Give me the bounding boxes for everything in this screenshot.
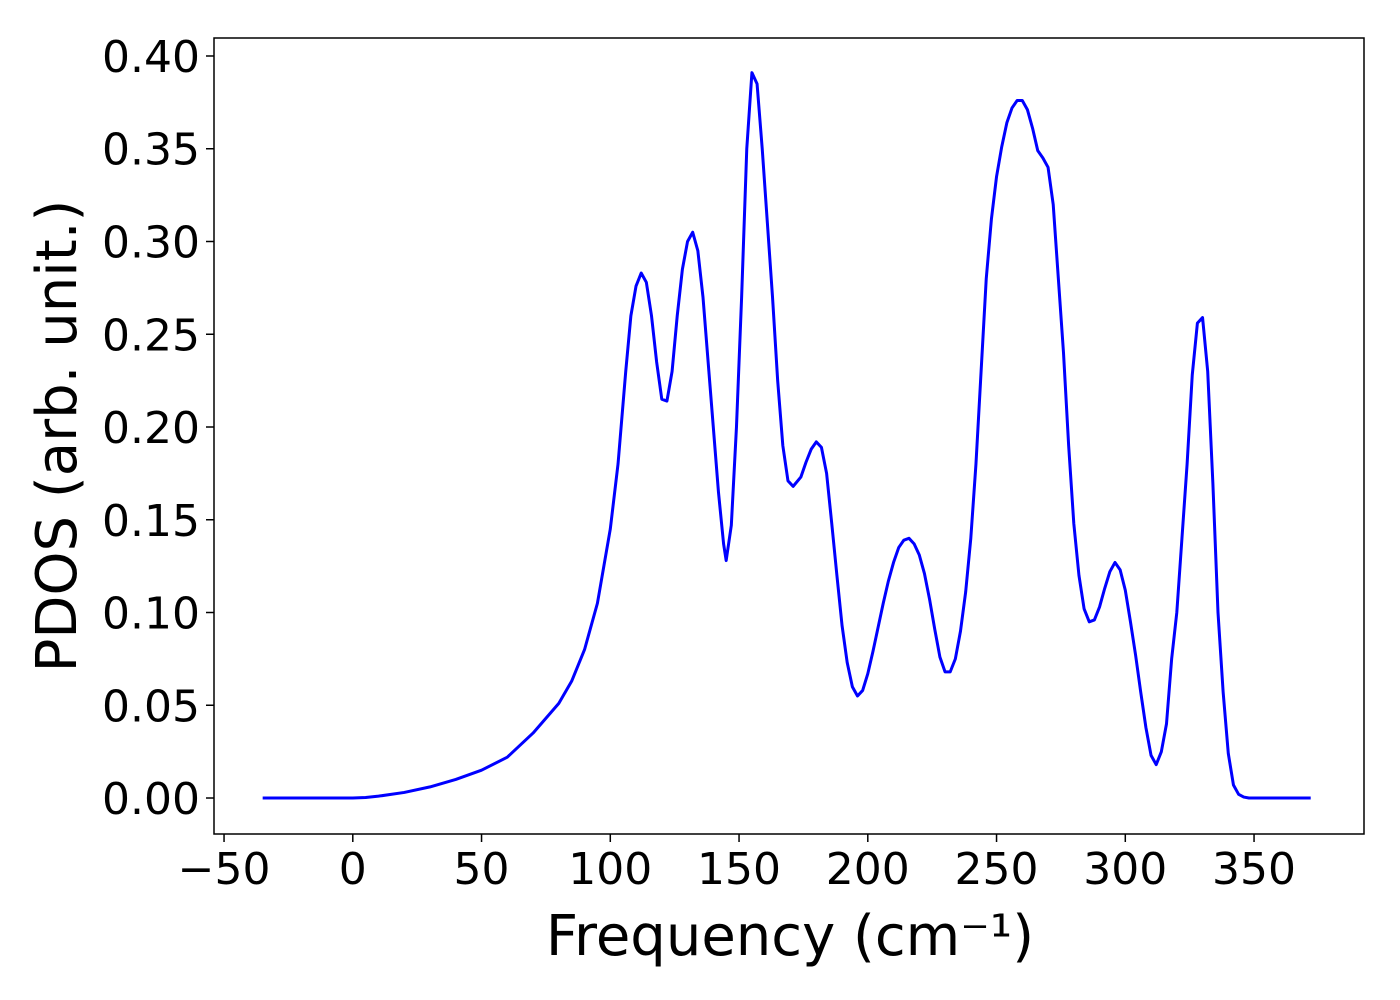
x-tick-label: 200 [826,844,910,895]
y-tick-label: 0.20 [102,403,200,454]
x-tick-label: 150 [697,844,781,895]
x-tick-label: 300 [1083,844,1167,895]
pdos-line [262,71,1311,800]
x-tick-label: 0 [339,844,367,895]
x-axis-label: Frequency (cm⁻¹) [546,904,1034,969]
y-tick-label: 0.35 [102,125,200,176]
x-tick-label: 250 [955,844,1039,895]
y-tick-label: 0.00 [102,774,200,825]
x-tick-label: −50 [178,844,271,895]
y-tick-label: 0.40 [102,32,200,83]
y-tick-label: 0.15 [102,496,200,547]
y-tick-label: 0.05 [102,681,200,732]
y-tick-label: 0.25 [102,310,200,361]
x-tick-label: 100 [568,844,652,895]
plot-frame [213,37,1365,835]
x-tick-label: 350 [1212,844,1296,895]
y-tick-label: 0.10 [102,589,200,640]
y-tick-label: 0.30 [102,217,200,268]
y-axis-label: PDOS (arb. unit.) [25,200,90,673]
x-tick-label: 50 [454,844,510,895]
